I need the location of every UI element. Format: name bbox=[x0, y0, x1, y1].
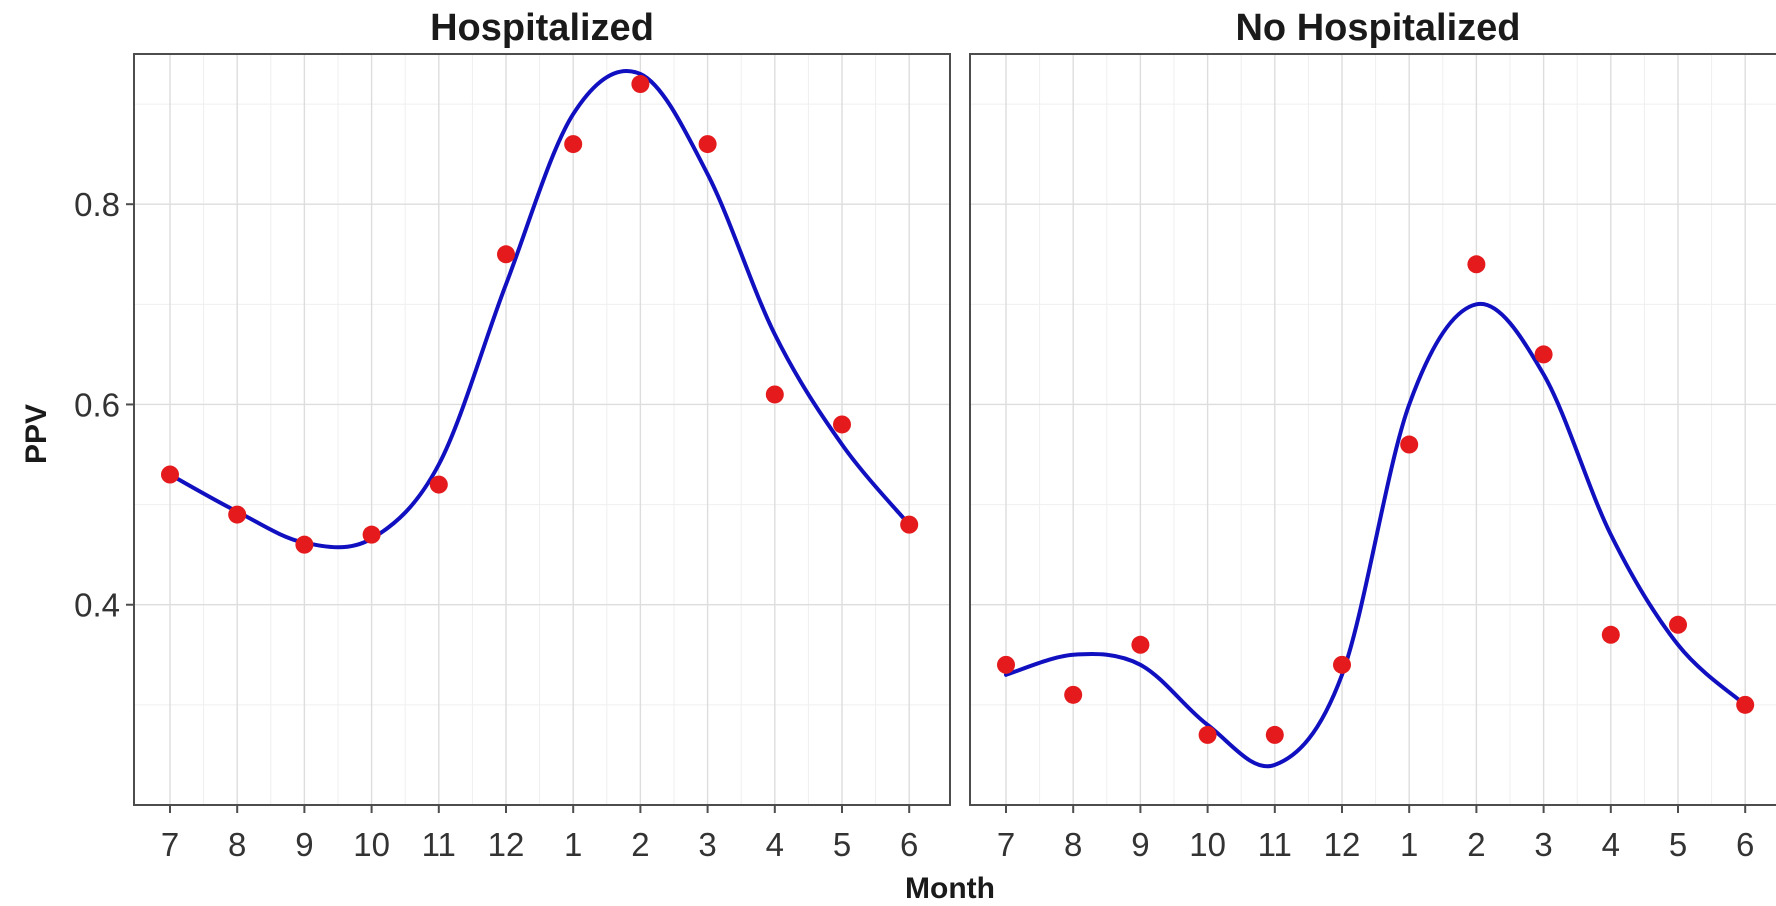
facet-title: No Hospitalized bbox=[1235, 7, 1520, 49]
data-point bbox=[429, 475, 448, 494]
x-tick-label: 10 bbox=[1189, 826, 1226, 863]
data-point bbox=[1669, 615, 1687, 634]
x-tick-label: 6 bbox=[1736, 826, 1754, 863]
data-point bbox=[833, 415, 851, 434]
x-tick-label: 8 bbox=[1064, 826, 1082, 863]
x-tick-label: 3 bbox=[1534, 826, 1552, 863]
x-tick-label: 5 bbox=[1669, 826, 1687, 863]
x-tick-label: 4 bbox=[766, 826, 784, 863]
x-tick-label: 12 bbox=[488, 826, 525, 863]
data-point bbox=[698, 135, 717, 154]
y-axis-title: PPV bbox=[20, 404, 53, 464]
panel-border bbox=[969, 53, 1776, 806]
data-point bbox=[497, 245, 515, 264]
data-point bbox=[161, 465, 179, 484]
data-point bbox=[564, 135, 583, 154]
panel-border bbox=[133, 53, 951, 806]
x-tick-label: 6 bbox=[900, 826, 918, 863]
data-point bbox=[1534, 345, 1553, 364]
x-tick-label: 12 bbox=[1324, 826, 1361, 863]
data-point bbox=[900, 515, 919, 534]
y-tick-label: 0.4 bbox=[74, 587, 120, 624]
data-point bbox=[1198, 725, 1217, 744]
data-point bbox=[997, 655, 1015, 674]
data-point bbox=[1601, 625, 1620, 644]
x-tick-label: 7 bbox=[161, 826, 179, 863]
data-point bbox=[1131, 635, 1150, 654]
x-tick-label: 1 bbox=[1400, 826, 1418, 863]
data-point bbox=[295, 535, 314, 554]
x-tick-label: 11 bbox=[1258, 826, 1292, 863]
x-tick-label: 2 bbox=[631, 826, 649, 863]
x-tick-label: 9 bbox=[1131, 826, 1149, 863]
data-point bbox=[1064, 685, 1083, 704]
data-point bbox=[228, 505, 247, 524]
x-tick-label: 9 bbox=[295, 826, 313, 863]
x-tick-label: 10 bbox=[353, 826, 390, 863]
x-tick-label: 7 bbox=[997, 826, 1015, 863]
x-tick-label: 5 bbox=[833, 826, 851, 863]
x-axis-title: Month bbox=[905, 872, 995, 905]
data-point bbox=[1265, 725, 1284, 744]
x-tick-label: 8 bbox=[228, 826, 246, 863]
facet-title: Hospitalized bbox=[430, 7, 654, 49]
y-tick-label: 0.6 bbox=[74, 386, 120, 423]
y-tick-label: 0.8 bbox=[74, 186, 120, 223]
data-point bbox=[1400, 435, 1419, 454]
data-point bbox=[631, 75, 650, 94]
data-point bbox=[765, 385, 784, 404]
x-tick-label: 2 bbox=[1467, 826, 1485, 863]
x-tick-label: 11 bbox=[422, 826, 456, 863]
data-point bbox=[1736, 695, 1755, 714]
data-point bbox=[362, 525, 381, 544]
x-tick-label: 3 bbox=[698, 826, 716, 863]
smooth-trend-line bbox=[1004, 301, 1748, 769]
x-tick-label: 4 bbox=[1602, 826, 1620, 863]
data-point bbox=[1333, 655, 1351, 674]
smooth-trend-line bbox=[168, 68, 912, 550]
data-point bbox=[1467, 255, 1486, 274]
x-tick-label: 1 bbox=[564, 826, 582, 863]
